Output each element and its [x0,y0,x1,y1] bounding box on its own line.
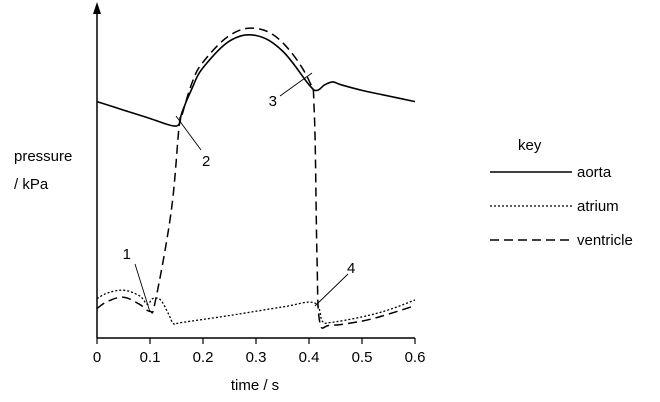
x-axis-label: time / s [231,377,279,394]
annotations: 1 3 2 3 4 [123,72,355,313]
axes: 0 0.1 0.2 0.3 0.4 0.5 0.6 [93,2,426,366]
legend-label-ventricle: ventricle [577,232,633,249]
x-ticks: 0 0.1 0.2 0.3 0.4 0.5 0.6 [93,338,426,366]
legend-title: key [518,137,542,154]
legend-label-aorta: aorta [577,164,612,181]
x-tick-label-0: 0 [93,349,101,366]
legend: key aorta atrium ventricle [490,137,633,249]
annotation-2-label-visible: 2 [202,153,210,170]
x-tick-label-6: 0.6 [405,349,426,366]
annotation-3-label: 3 [269,93,277,110]
x-tick-label-1: 0.1 [140,349,161,366]
x-tick-label-3: 0.3 [246,349,267,366]
x-tick-label-2: 0.2 [193,349,214,366]
annotation-3-leader [279,72,313,97]
x-tick-label-4: 0.4 [299,349,320,366]
series-line-ventricle [96,27,416,329]
annotation-1-leader [134,263,151,313]
annotation-1-label: 1 [123,246,131,263]
annotation-2-leader [175,115,202,151]
y-axis-label-line2: / kPa [14,176,49,193]
legend-label-atrium: atrium [577,198,619,215]
annotation-4-label: 4 [347,260,355,277]
series-line-aorta [96,34,416,127]
y-axis-label-line1: pressure [14,148,72,165]
annotation-4-leader [314,273,349,307]
y-axis-arrowhead [93,2,101,14]
series-layer [96,27,416,329]
x-tick-label-5: 0.5 [352,349,373,366]
